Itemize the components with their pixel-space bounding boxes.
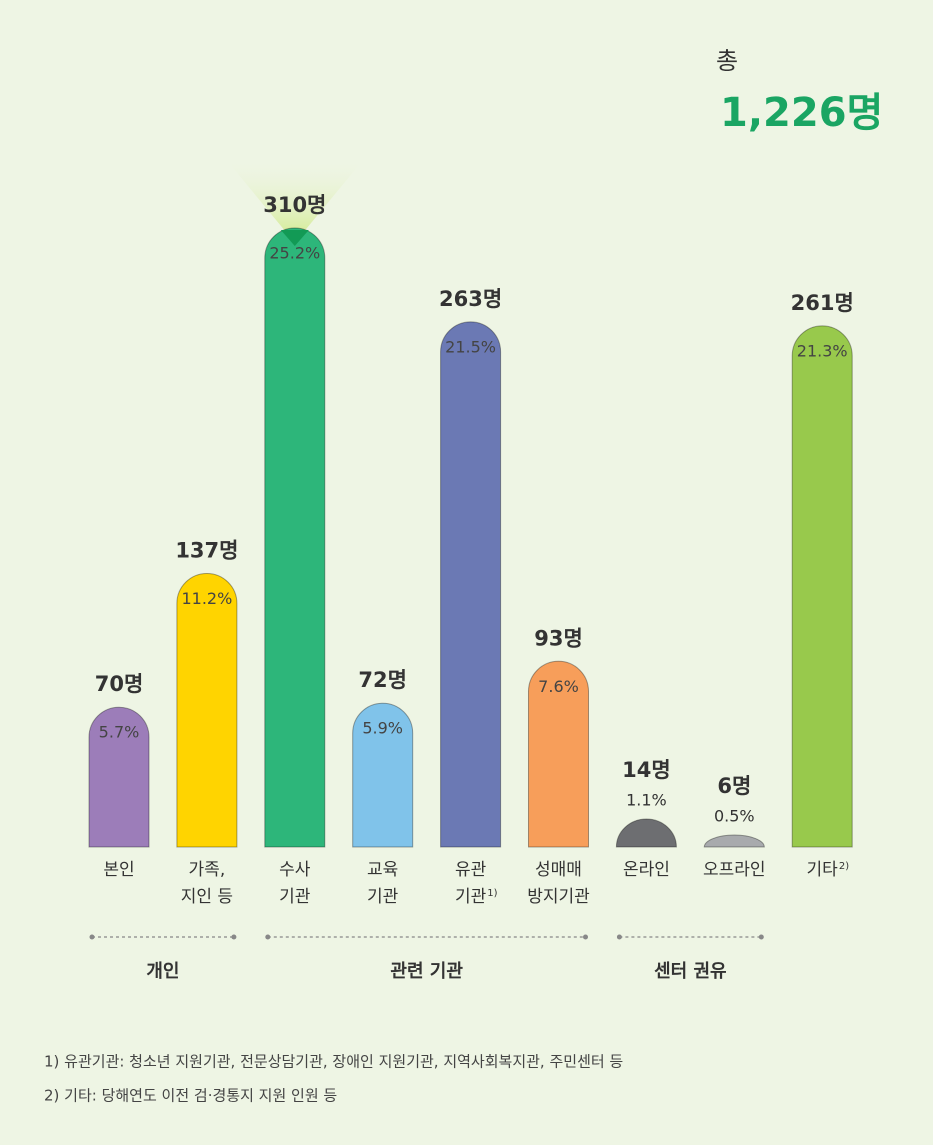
group-dot bbox=[231, 934, 237, 940]
x-tick-label: 온라인 bbox=[623, 860, 670, 880]
bar bbox=[791, 325, 853, 848]
x-tick-label: 지인 등 bbox=[181, 887, 233, 907]
group-dot bbox=[89, 934, 95, 940]
percentage-label: 21.3% bbox=[797, 341, 848, 360]
group-dot bbox=[616, 934, 622, 940]
x-tick-label: 수사 bbox=[279, 860, 311, 880]
percentage-label: 5.9% bbox=[362, 719, 403, 738]
peak-marker bbox=[280, 230, 309, 246]
value-label: 93명 bbox=[534, 626, 583, 650]
group-label: 센터 권유 bbox=[654, 961, 727, 982]
bar bbox=[615, 818, 677, 848]
footnote-marker: 2) bbox=[839, 861, 849, 872]
percentage-label: 21.5% bbox=[445, 337, 496, 356]
x-tick-label: 방지기관 bbox=[527, 887, 590, 907]
value-label: 72명 bbox=[358, 668, 407, 692]
total-value: 1,226명 bbox=[720, 90, 883, 136]
footnote: 1) 유관기관: 청소년 지원기관, 전문상담기관, 장애인 지원기관, 지역사… bbox=[44, 1053, 623, 1071]
value-label: 263명 bbox=[439, 287, 502, 311]
group-dot bbox=[265, 934, 271, 940]
value-label: 14명 bbox=[622, 758, 671, 782]
percentage-label: 7.6% bbox=[538, 677, 579, 696]
x-tick-label: 기타 bbox=[807, 860, 839, 880]
bar bbox=[176, 573, 238, 848]
x-tick-label: 가족, bbox=[189, 860, 226, 880]
group-label: 개인 bbox=[146, 961, 179, 982]
bar bbox=[352, 702, 414, 848]
value-label: 261명 bbox=[791, 291, 854, 315]
value-label: 137명 bbox=[175, 538, 238, 562]
percentage-label: 11.2% bbox=[181, 589, 232, 608]
value-label: 70명 bbox=[95, 672, 144, 696]
x-tick-label: 본인 bbox=[103, 860, 134, 880]
footnote-marker: 1) bbox=[487, 888, 497, 899]
group-dot bbox=[758, 934, 764, 940]
percentage-label: 0.5% bbox=[714, 807, 755, 826]
group-label: 관련 기관 bbox=[390, 961, 463, 982]
x-tick-label: 오프라인 bbox=[703, 860, 766, 880]
bar bbox=[264, 227, 326, 848]
x-tick-label: 기관 bbox=[367, 887, 398, 907]
total-caption: 총 bbox=[716, 47, 738, 75]
footnote: 2) 기타: 당해연도 이전 검·경통지 지원 인원 등 bbox=[44, 1087, 337, 1105]
bar bbox=[703, 834, 765, 848]
x-tick-label: 유관 bbox=[455, 860, 486, 880]
percentage-label: 5.7% bbox=[99, 723, 140, 742]
x-tick-label: 기관 bbox=[279, 887, 310, 907]
x-tick-label: 교육 bbox=[367, 860, 398, 880]
group-dot bbox=[583, 934, 588, 940]
bar bbox=[440, 321, 502, 848]
x-tick-label: 성매매 bbox=[535, 860, 582, 880]
spotlight bbox=[224, 158, 365, 233]
x-tick-label: 기관 bbox=[455, 887, 486, 907]
value-label: 6명 bbox=[717, 774, 751, 798]
bar bbox=[528, 660, 589, 848]
percentage-label: 25.2% bbox=[269, 244, 320, 263]
percentage-label: 1.1% bbox=[626, 791, 667, 810]
bar bbox=[88, 706, 150, 848]
value-label: 310명 bbox=[263, 193, 326, 217]
